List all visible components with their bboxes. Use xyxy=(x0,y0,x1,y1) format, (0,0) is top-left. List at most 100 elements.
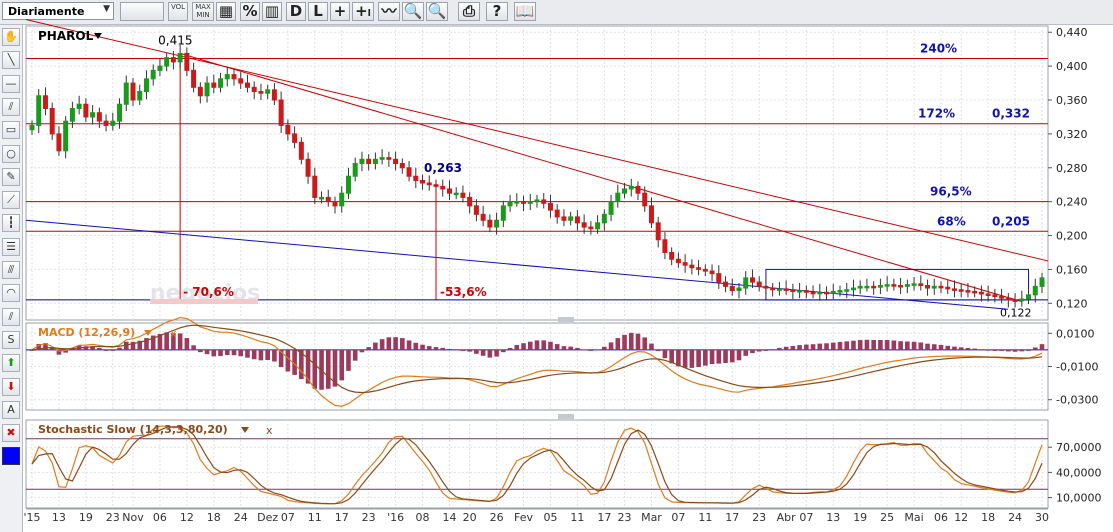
percent-button[interactable]: % xyxy=(240,2,260,21)
macd-histogram-bar xyxy=(1019,349,1025,352)
fibonacci-retracement-tool[interactable]: ☰ xyxy=(2,237,20,256)
horizontal-line-tool[interactable]: — xyxy=(2,74,20,93)
ellipse-tool[interactable]: ○ xyxy=(2,144,20,163)
macd-histogram-bar xyxy=(177,333,183,350)
delete-tool[interactable]: ✖ xyxy=(2,424,20,443)
candle-body xyxy=(399,163,405,169)
candle-body xyxy=(588,226,594,230)
macd-histogram-bar xyxy=(366,347,371,350)
macd-histogram-bar xyxy=(810,344,816,350)
macd-title: MACD (12,26,9) xyxy=(38,326,135,339)
arc-tool[interactable]: ◠ xyxy=(2,284,20,303)
y-tick-label: 0,320 xyxy=(1056,128,1088,141)
candle-body xyxy=(359,158,365,165)
channel-tool[interactable]: ⫽ xyxy=(2,307,20,326)
arc-icon: ◠ xyxy=(6,286,16,300)
candle-body xyxy=(1005,297,1011,301)
macd-histogram-bar xyxy=(211,349,217,357)
macd-histogram-bar xyxy=(117,347,122,350)
macd-histogram-bar xyxy=(985,349,991,351)
x-tick-label: '16 xyxy=(387,511,404,524)
candle-body xyxy=(150,69,156,80)
macd-histogram-bar xyxy=(36,343,42,350)
candle-body xyxy=(110,120,116,126)
macd-histogram-bar xyxy=(750,349,755,354)
color-tool[interactable] xyxy=(2,447,20,466)
candle-body xyxy=(49,107,55,135)
print-button[interactable]: ⎙ xyxy=(458,2,480,21)
period-select[interactable]: Diariamente ▼ xyxy=(2,2,114,20)
candle-body xyxy=(480,213,486,221)
macd-histogram-bar xyxy=(258,349,264,361)
book-button[interactable]: 📖 xyxy=(514,2,536,21)
candle-body xyxy=(63,120,69,152)
macd-chevron-down-icon[interactable] xyxy=(144,330,152,336)
candle-body xyxy=(972,290,978,294)
candle-body xyxy=(857,285,863,289)
candle-body xyxy=(514,201,520,204)
x-tick-label: 23 xyxy=(106,511,120,524)
zoom-in-button[interactable]: 🔍 xyxy=(402,2,424,21)
chart-type-button[interactable] xyxy=(120,2,164,21)
trendline-tool[interactable]: ╲ xyxy=(2,51,20,70)
stochastic-k-line xyxy=(31,425,1043,505)
help-button[interactable]: ? xyxy=(486,2,508,21)
pencil-tool[interactable]: ✎ xyxy=(2,167,20,186)
parallel-lines-tool[interactable]: ⫽ xyxy=(2,97,20,116)
macd-histogram-bar xyxy=(400,338,405,350)
pencil-icon: ✎ xyxy=(6,169,16,183)
histogram-button[interactable]: ▥ xyxy=(262,2,282,21)
hand-tool[interactable]: ✋ xyxy=(2,28,20,46)
x-tick-label: 23 xyxy=(752,511,766,524)
maxmin-button[interactable]: MAX MIN xyxy=(192,2,214,21)
candle-body xyxy=(911,283,917,286)
candle-body xyxy=(925,285,931,289)
text-tool[interactable]: A xyxy=(2,400,20,419)
fan-tool[interactable]: ⟋ xyxy=(2,191,20,210)
title-chevron-down-icon[interactable] xyxy=(94,33,102,39)
daily-button[interactable]: D xyxy=(286,2,306,21)
candle-body xyxy=(231,74,237,80)
macd-close-icon[interactable]: x xyxy=(170,327,177,340)
fibonacci-tool[interactable]: ┇ xyxy=(2,214,20,233)
macd-histogram-bar xyxy=(49,348,55,350)
sell-arrow-tool[interactable]: ⬇ xyxy=(2,377,20,396)
macd-histogram-bar xyxy=(521,343,526,350)
candle-body xyxy=(379,157,385,160)
macd-histogram-bar xyxy=(305,349,311,384)
trendline-support[interactable] xyxy=(25,219,1009,310)
candle-body xyxy=(184,52,190,71)
buy-arrow-tool[interactable]: ⬆ xyxy=(2,354,20,373)
panel-splitter[interactable] xyxy=(558,414,574,419)
macd-histogram-bar xyxy=(979,349,984,351)
stochastic-close-icon[interactable]: x xyxy=(266,424,273,437)
candle-body xyxy=(824,291,830,295)
trendline[interactable] xyxy=(25,19,1049,262)
y-tick-label: 0,240 xyxy=(1056,196,1088,209)
macd-histogram-bar xyxy=(373,342,378,350)
vol-button[interactable]: VOL xyxy=(168,2,188,21)
rectangle-tool[interactable]: ▭ xyxy=(2,121,20,140)
candle-body xyxy=(554,209,560,218)
level-label: 96,5% xyxy=(930,185,972,199)
macd-histogram-bar xyxy=(770,349,775,351)
panel-splitter[interactable] xyxy=(558,317,574,322)
x-tick-label: Dez xyxy=(257,511,278,524)
macd-histogram-bar xyxy=(218,349,223,357)
candle-body xyxy=(696,267,702,270)
zoom-out-button[interactable]: 🔍 xyxy=(426,2,448,21)
trendline[interactable] xyxy=(179,52,1022,303)
macd-histogram-bar xyxy=(588,349,594,351)
speed-lines-tool[interactable]: S xyxy=(2,330,20,349)
indicator-button[interactable]: 〰 xyxy=(378,2,400,21)
line-button[interactable]: L xyxy=(308,2,328,21)
grid-button[interactable]: ▦ xyxy=(216,2,236,21)
fibonacci-fan-tool[interactable]: ⫻ xyxy=(2,261,20,279)
crosshair-label-button[interactable]: +ₗ xyxy=(352,2,374,21)
macd-histogram-bar xyxy=(756,349,762,352)
candle-body xyxy=(615,192,621,203)
stochastic-chevron-down-icon[interactable] xyxy=(241,427,249,433)
y-tick-label: 40,0000 xyxy=(1056,466,1102,479)
crosshair-button[interactable]: + xyxy=(330,2,350,21)
